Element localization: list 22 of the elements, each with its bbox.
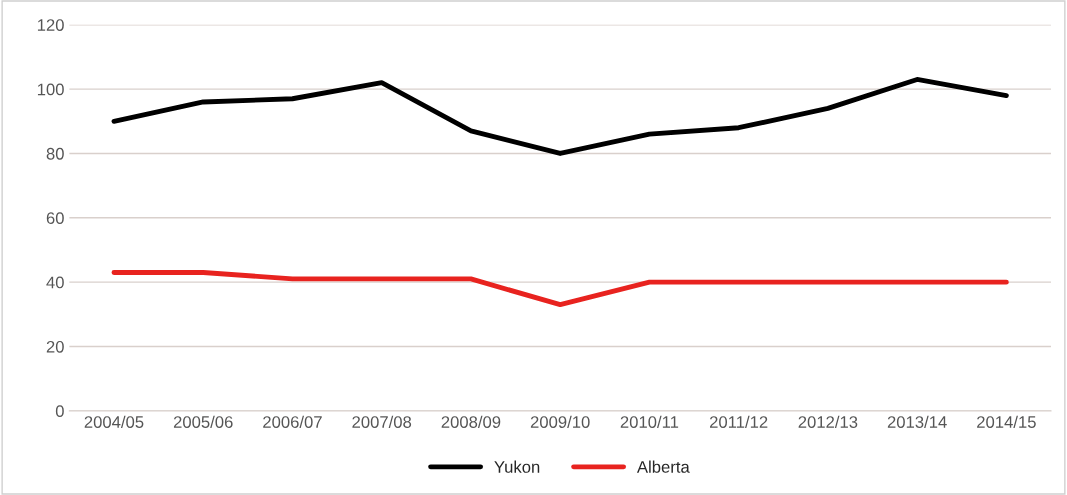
x-tick-label: 2004/05 — [84, 415, 144, 428]
x-tick-label: 2011/12 — [709, 415, 768, 428]
x-tick-label: 2009/10 — [530, 415, 590, 428]
x-tick-label: 2008/09 — [441, 415, 501, 428]
y-tick-label: 40 — [46, 276, 64, 289]
line-series — [111, 77, 1009, 156]
x-tick-label: 2014/15 — [977, 415, 1036, 428]
y-tick-label: 20 — [46, 340, 64, 353]
x-tick-label: 2012/13 — [798, 415, 858, 428]
x-tick-label: 2006/07 — [263, 415, 322, 428]
legend-label: Yukon — [494, 460, 540, 473]
y-tick-label: 0 — [55, 405, 64, 418]
y-tick-label: 60 — [46, 212, 64, 224]
x-tick-label: 2010/11 — [620, 415, 679, 428]
x-tick-label: 2013/14 — [887, 415, 947, 428]
x-tick-label: 2007/08 — [352, 415, 412, 428]
line-series — [111, 270, 1009, 308]
y-tick-label: 100 — [37, 83, 64, 96]
x-tick-label: 2005/06 — [173, 415, 233, 428]
legend-label: Alberta — [636, 460, 690, 473]
y-tick-label: 80 — [46, 147, 64, 160]
y-tick-label: 120 — [37, 19, 64, 31]
